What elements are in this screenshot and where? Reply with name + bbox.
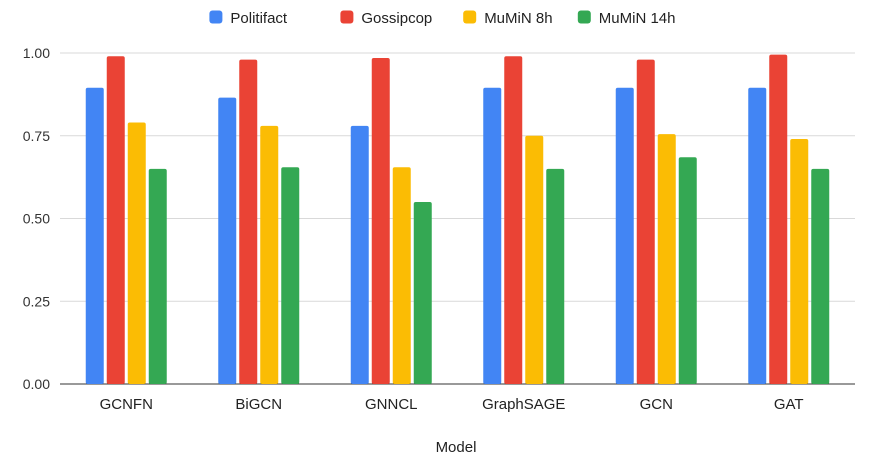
x-tick-label: GCNFN [100, 396, 153, 413]
legend-label: Politifact [230, 10, 288, 27]
bar-mumin-8h-gcn [657, 134, 676, 384]
bar-mumin-14h-gcn [678, 157, 697, 384]
y-axis-ticks: 0.00 0.25 0.50 0.75 1.00 [23, 45, 50, 392]
bar-gossipcop-gnncl [371, 57, 390, 385]
x-tick-label: GCN [640, 396, 673, 413]
bar-mumin-14h-graphsage [546, 168, 565, 384]
legend-label: MuMiN 8h [484, 10, 552, 27]
bar-mumin-14h-gcnfn [148, 168, 167, 384]
bar-politifact-gnncl [350, 125, 369, 384]
bar-gossipcop-gat [769, 54, 788, 384]
legend-swatch [340, 10, 354, 24]
legend-swatch [577, 10, 591, 24]
gridlines [60, 52, 855, 385]
bar-gossipcop-graphsage [504, 56, 523, 385]
legend-swatch [463, 10, 477, 24]
bar-mumin-14h-gnncl [413, 201, 432, 384]
legend-label: Gossipcop [361, 10, 432, 27]
bar-mumin-8h-gat [790, 139, 809, 384]
x-tick-label: GAT [774, 396, 804, 413]
bar-gossipcop-gcnfn [106, 56, 125, 385]
y-tick-label: 0.50 [23, 211, 50, 227]
bar-gossipcop-gcn [636, 59, 655, 385]
y-tick-label: 0.00 [23, 376, 50, 392]
bar-mumin-8h-graphsage [525, 135, 544, 384]
bar-gossipcop-bigcn [239, 59, 258, 385]
bar-mumin-8h-gnncl [392, 167, 411, 384]
bar-mumin-8h-gcnfn [127, 122, 146, 384]
bar-politifact-graphsage [483, 87, 502, 384]
bar-politifact-bigcn [218, 97, 237, 384]
x-axis-title: Model [436, 439, 477, 456]
y-tick-label: 0.75 [23, 128, 50, 144]
bar-politifact-gcnfn [85, 87, 104, 384]
bars [85, 54, 830, 385]
x-axis-ticks: GCNFN BiGCN GNNCL GraphSAGE GCN GAT [100, 396, 804, 413]
legend-label: MuMiN 14h [599, 10, 676, 27]
y-tick-label: 1.00 [23, 45, 50, 61]
bar-politifact-gcn [615, 87, 634, 384]
bar-mumin-14h-bigcn [281, 167, 300, 384]
y-tick-label: 0.25 [23, 293, 50, 309]
bar-mumin-8h-bigcn [260, 125, 279, 384]
x-tick-label: BiGCN [235, 396, 282, 413]
legend: Politifact Gossipcop MuMiN 8h MuMiN 14h [209, 10, 676, 27]
legend-swatch [209, 10, 223, 24]
x-tick-label: GraphSAGE [482, 396, 565, 413]
bar-politifact-gat [748, 87, 767, 384]
bar-mumin-14h-gat [811, 168, 830, 384]
x-tick-label: GNNCL [365, 396, 418, 413]
